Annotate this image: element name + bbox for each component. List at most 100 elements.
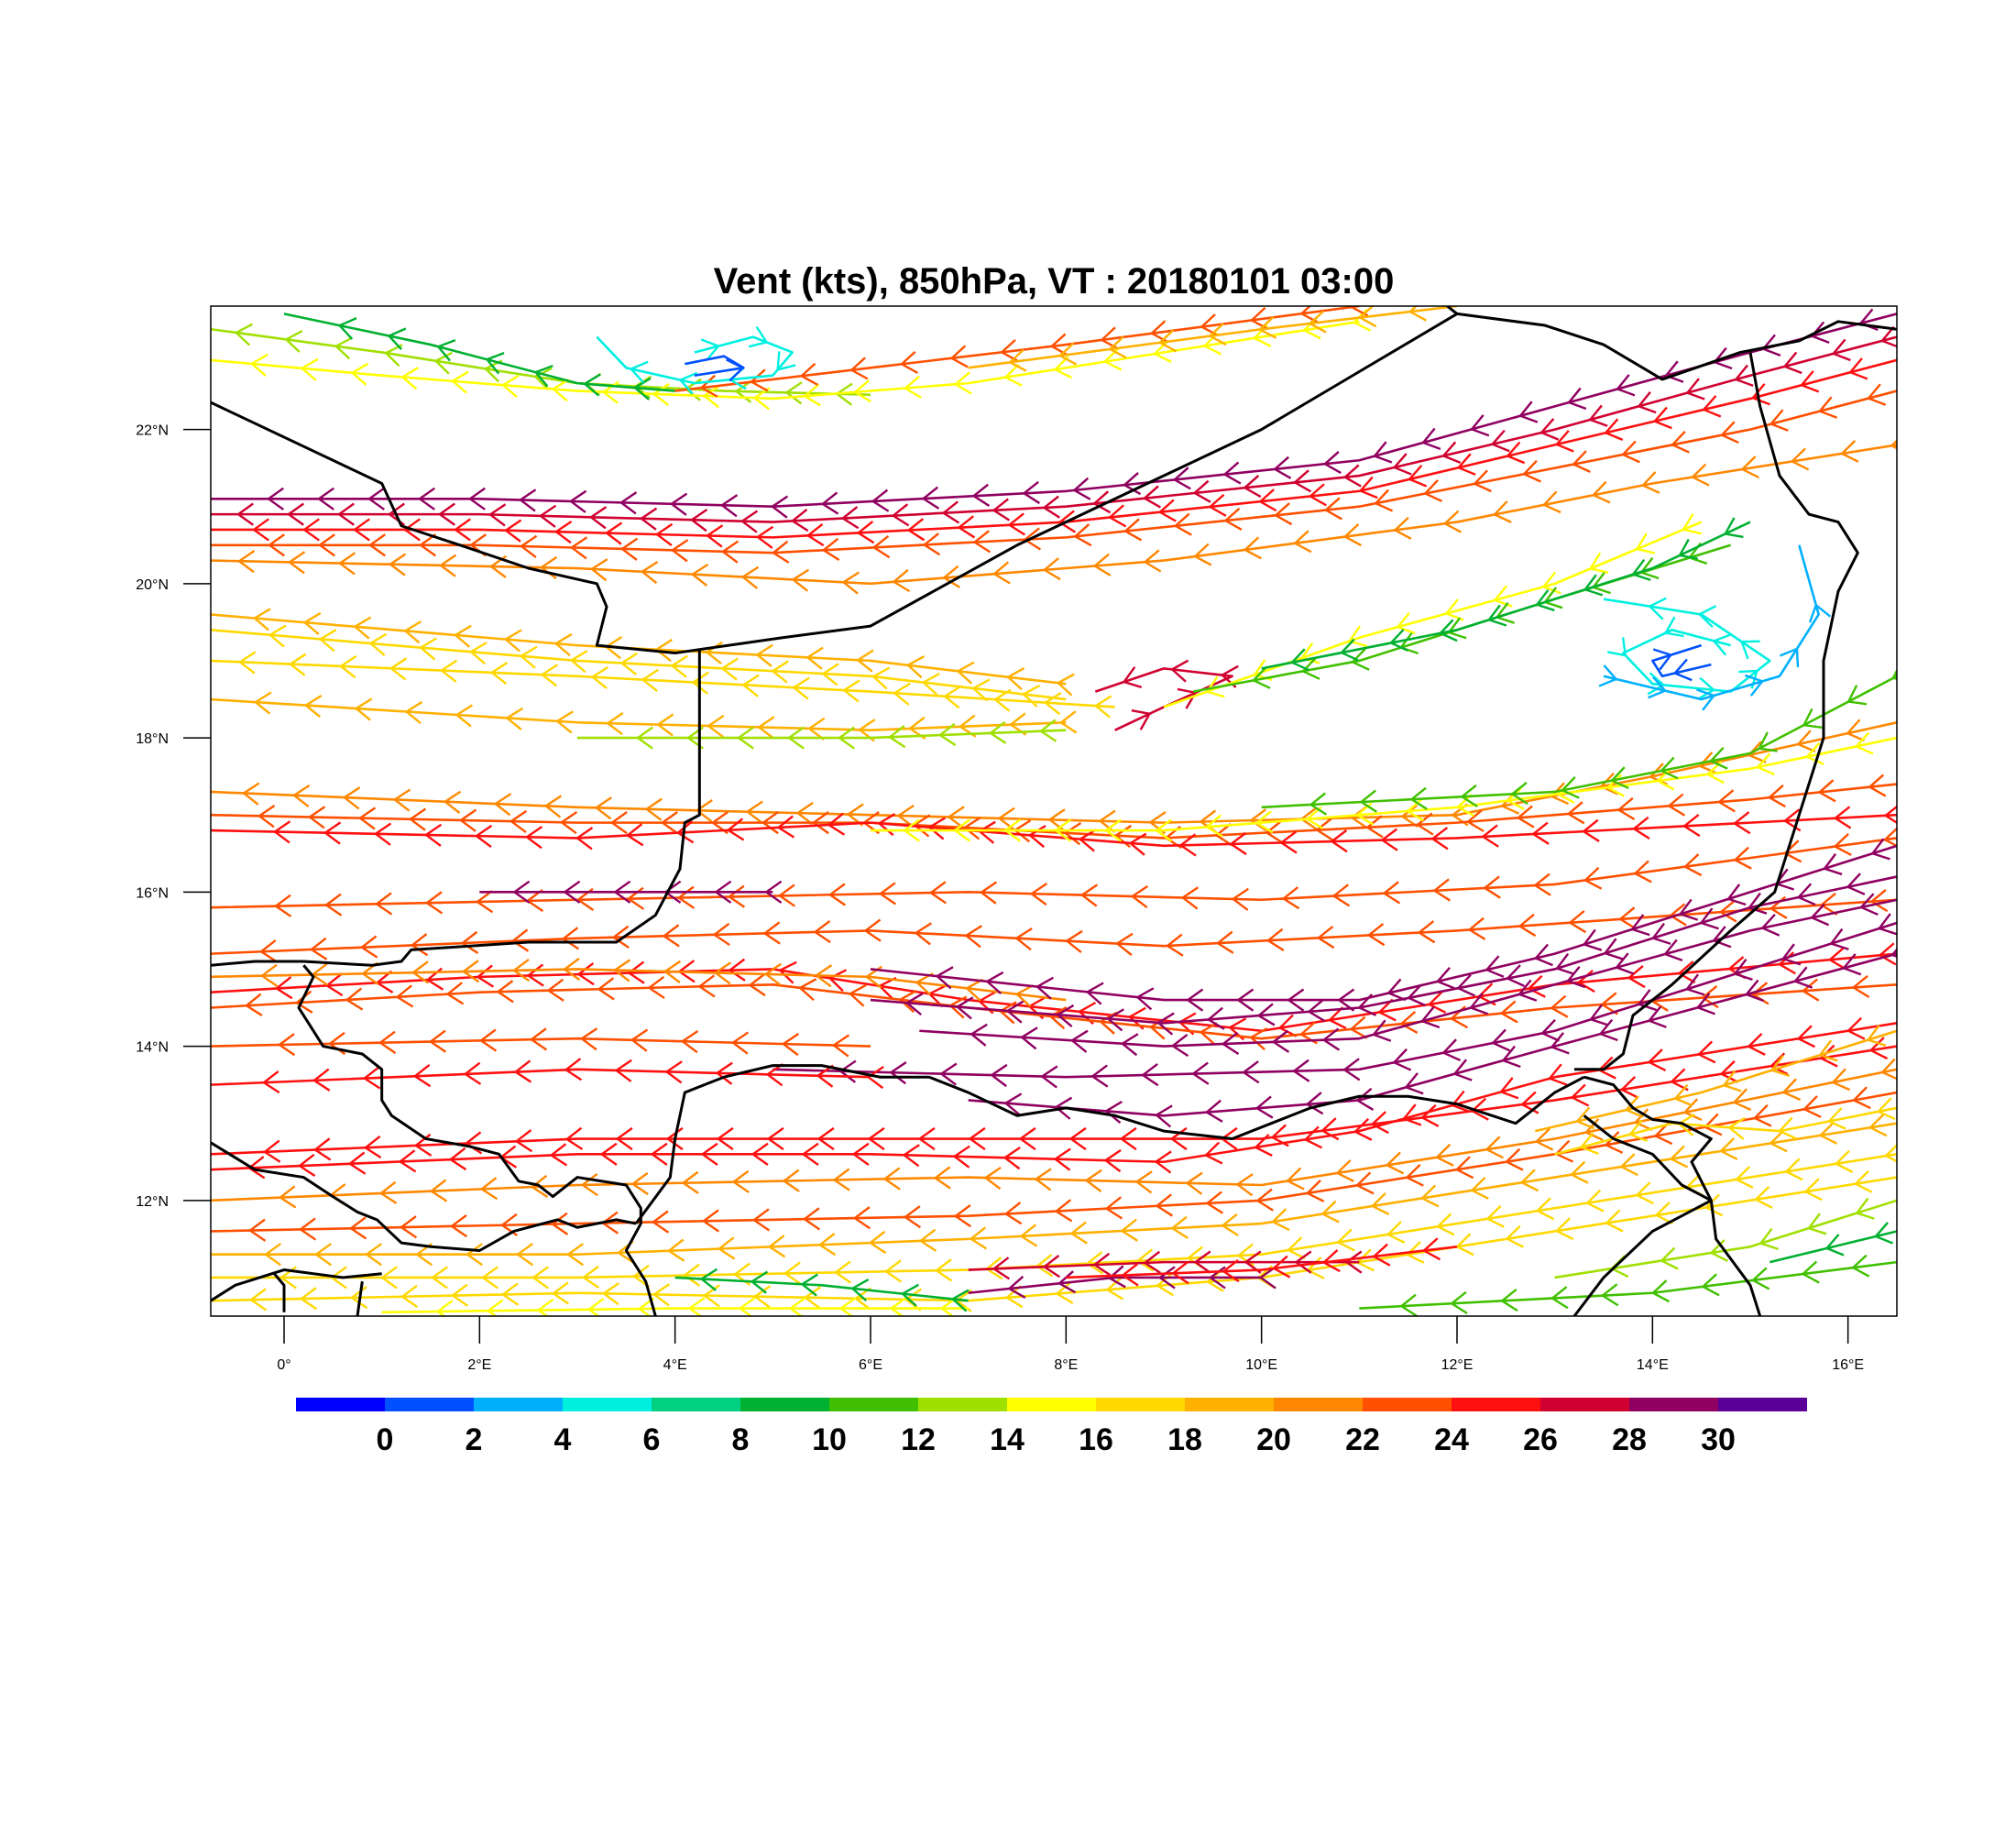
streamline-arrowhead bbox=[1090, 1064, 1109, 1088]
streamline-arrowhead bbox=[402, 518, 421, 542]
streamline-arrowhead bbox=[1166, 933, 1184, 957]
streamline-arrowhead bbox=[1492, 500, 1512, 523]
colorbar-swatch bbox=[1452, 1398, 1540, 1411]
streamline-arrowhead bbox=[891, 503, 910, 527]
streamline-arrowhead bbox=[1366, 923, 1386, 947]
streamline-arrowhead bbox=[1609, 766, 1629, 790]
streamline-arrowhead bbox=[968, 1126, 986, 1151]
streamline-arrowhead bbox=[726, 818, 745, 841]
streamline-arrowhead bbox=[1883, 805, 1897, 825]
streamline-arrowhead bbox=[273, 894, 292, 917]
streamline-arrowhead bbox=[1204, 1099, 1223, 1123]
streamline-arrowhead bbox=[1767, 785, 1786, 808]
streamline-arrowhead bbox=[251, 518, 269, 542]
streamline-arrowhead bbox=[1561, 775, 1580, 799]
streamline-arrowhead bbox=[533, 367, 553, 390]
streamline-arrowhead bbox=[1800, 370, 1820, 393]
streamline-arrowhead bbox=[529, 1027, 548, 1051]
streamline-arrowhead bbox=[347, 1151, 367, 1175]
streamline-arrowhead bbox=[1654, 1202, 1673, 1224]
streamline-arrowhead bbox=[805, 646, 824, 670]
streamline-arrowhead bbox=[1671, 430, 1690, 454]
streamline-path bbox=[211, 1091, 1897, 1233]
streamline-arrowhead bbox=[543, 795, 563, 818]
streamline-arrowhead bbox=[1718, 1137, 1738, 1160]
streamline-arrowhead bbox=[1432, 878, 1451, 902]
streamline-arrowhead bbox=[868, 1230, 887, 1255]
streamline-path bbox=[211, 1153, 1897, 1279]
streamline-arrowhead bbox=[1307, 999, 1326, 1023]
streamline-arrowhead bbox=[863, 918, 882, 942]
streamline-arrowhead bbox=[1735, 1166, 1754, 1189]
streamline-arrowhead bbox=[917, 1126, 936, 1151]
streamline-arrowhead bbox=[1759, 1227, 1779, 1250]
streamline bbox=[685, 355, 745, 382]
streamline-arrowhead bbox=[639, 507, 658, 531]
streamline-arrowhead bbox=[757, 716, 775, 740]
streamline-arrowhead bbox=[1499, 1000, 1518, 1024]
streamline-arrowhead bbox=[947, 806, 965, 829]
streamline-arrowhead bbox=[1270, 1124, 1289, 1147]
streamline-arrowhead bbox=[1347, 625, 1368, 648]
streamline-arrowhead bbox=[403, 620, 422, 644]
streamline-arrowhead bbox=[363, 1136, 382, 1159]
streamline bbox=[1769, 1222, 1897, 1264]
streamline-arrowhead bbox=[1107, 1265, 1126, 1289]
streamline-arrowhead bbox=[1618, 906, 1637, 930]
streamline-arrowhead bbox=[1819, 1044, 1838, 1068]
streamline-arrowhead bbox=[364, 1243, 382, 1267]
streamline-arrowhead bbox=[1712, 926, 1732, 949]
streamline-arrowhead bbox=[1826, 1107, 1846, 1130]
streamline-arrowhead bbox=[741, 674, 760, 697]
streamline-arrowhead bbox=[942, 686, 961, 709]
streamline-arrowhead bbox=[1305, 806, 1324, 830]
streamline-arrowhead bbox=[814, 964, 833, 988]
streamline-arrowhead bbox=[1119, 1126, 1137, 1151]
streamline-arrowhead bbox=[1103, 1148, 1122, 1173]
x-tick-label: 12°E bbox=[1441, 1357, 1474, 1373]
streamline-arrowhead bbox=[1769, 409, 1789, 432]
streamline-arrowhead bbox=[702, 385, 720, 409]
streamline-arrowhead bbox=[559, 810, 578, 835]
streamline-arrowhead bbox=[654, 522, 674, 547]
streamline-arrowhead bbox=[715, 1061, 733, 1085]
streamline-arrowhead bbox=[1803, 1178, 1823, 1202]
streamline-arrowhead bbox=[717, 1236, 736, 1260]
streamline-arrowhead bbox=[740, 510, 759, 533]
streamline-arrowhead bbox=[1405, 1240, 1425, 1264]
streamline-arrowhead bbox=[1527, 974, 1546, 998]
streamline-arrowhead bbox=[1519, 1169, 1539, 1192]
streamline bbox=[674, 1268, 970, 1312]
streamline-arrowhead bbox=[1180, 886, 1199, 910]
streamline-arrowhead bbox=[345, 987, 364, 1011]
streamline-arrowhead bbox=[1855, 1197, 1875, 1220]
streamline-arrowhead bbox=[244, 993, 263, 1016]
streamline-arrowhead bbox=[635, 726, 653, 750]
streamline-arrowhead bbox=[1404, 1072, 1424, 1095]
streamline bbox=[283, 313, 675, 401]
streamline-arrowhead bbox=[252, 608, 271, 631]
streamline-arrowhead bbox=[997, 807, 1015, 830]
streamline-arrowhead bbox=[928, 881, 948, 905]
streamline-arrowhead bbox=[778, 960, 797, 984]
streamline bbox=[1651, 643, 1712, 682]
streamline-arrowhead bbox=[1539, 418, 1560, 441]
y-tick-label: 22°N bbox=[136, 423, 169, 439]
streamline-arrowhead bbox=[821, 537, 840, 562]
streamline-arrowhead bbox=[455, 704, 474, 728]
streamline-arrowhead bbox=[1653, 1122, 1673, 1146]
streamline-arrowhead bbox=[1279, 830, 1298, 854]
streamline-arrowhead bbox=[1289, 648, 1309, 672]
streamline-arrowhead bbox=[1372, 1243, 1391, 1267]
streamline-arrowhead bbox=[892, 569, 911, 593]
streamline-arrowhead bbox=[1420, 1005, 1441, 1029]
streamline-arrowhead bbox=[1104, 1196, 1123, 1220]
streamline-arrowhead bbox=[373, 822, 392, 846]
streamline-arrowhead bbox=[827, 883, 847, 906]
streamline-arrowhead bbox=[1723, 517, 1744, 539]
streamline-arrowhead bbox=[540, 664, 559, 687]
streamline bbox=[1261, 668, 1897, 816]
streamline-arrowhead bbox=[1808, 603, 1832, 623]
streamline-arrowhead bbox=[1531, 821, 1550, 845]
streamline-arrowhead bbox=[1199, 1022, 1218, 1046]
